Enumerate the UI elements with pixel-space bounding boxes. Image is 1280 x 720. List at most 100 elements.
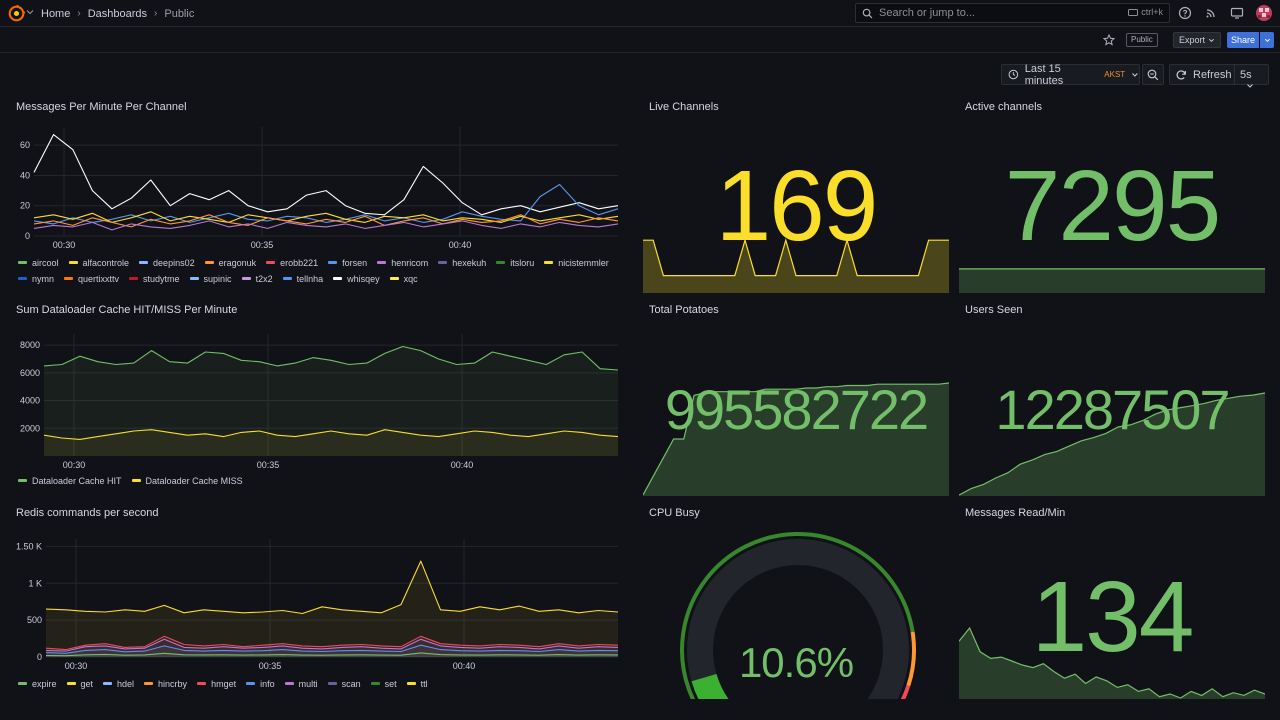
grafana-logo-icon[interactable] <box>8 5 25 22</box>
export-button[interactable]: Export <box>1173 32 1221 48</box>
refresh-label: Refresh <box>1193 68 1232 81</box>
y-tick-label: 2000 <box>20 423 40 433</box>
total-potatoes-value: 995582722 <box>664 378 929 441</box>
legend-label: hmget <box>211 678 237 689</box>
news-rss-icon[interactable] <box>1204 6 1218 20</box>
series-area <box>44 429 618 456</box>
panel-title: Active channels <box>965 101 1043 113</box>
legend-item[interactable]: nicistemmler <box>544 257 609 268</box>
y-tick-label: 0 <box>37 652 42 662</box>
sparkline-area <box>643 383 949 496</box>
panel-messages-read[interactable]: Messages Read/Min 134 <box>959 507 1265 699</box>
legend-item[interactable]: studytme <box>129 273 180 284</box>
panel-users-seen[interactable]: Users Seen 12287507 <box>959 304 1265 496</box>
legend-item[interactable]: t2x2 <box>241 273 273 284</box>
messages-timeseries-chart: 0 20 40 60 00:30 00:35 00:40 <box>20 127 619 250</box>
refresh-interval-label: 5s <box>1240 69 1252 81</box>
legend-swatch <box>103 682 113 685</box>
legend-item[interactable]: expire <box>18 678 57 689</box>
panel-total-potatoes[interactable]: Total Potatoes 995582722 <box>643 304 949 496</box>
legend-item[interactable]: whisqey <box>333 273 380 284</box>
legend-item[interactable]: hincrby <box>144 678 187 689</box>
kiosk-monitor-icon[interactable] <box>1230 6 1244 20</box>
legend-swatch <box>131 479 141 482</box>
legend-item[interactable]: supinic <box>189 273 232 284</box>
legend-swatch <box>68 261 78 264</box>
refresh-picker[interactable]: Refresh 5s <box>1169 64 1269 88</box>
time-range-picker[interactable]: Last 15 minutes AKST <box>1001 63 1140 87</box>
legend-swatch <box>266 261 276 264</box>
breadcrumb-dashboards[interactable]: Dashboards <box>87 7 148 20</box>
legend-item[interactable]: get <box>66 678 93 689</box>
legend-item[interactable]: Dataloader Cache MISS <box>131 475 243 486</box>
divider <box>1234 65 1235 84</box>
share-button[interactable]: Share <box>1227 32 1259 48</box>
star-favorite-icon[interactable] <box>1103 34 1115 46</box>
panel-title: Messages Per Minute Per Channel <box>16 101 187 113</box>
legend-item[interactable]: erobb221 <box>266 257 318 268</box>
legend-item[interactable]: hdel <box>103 678 134 689</box>
cpu-gauge <box>680 532 916 699</box>
help-icon[interactable] <box>1178 6 1192 20</box>
breadcrumb-current: Public <box>164 7 195 20</box>
legend-swatch <box>328 261 338 264</box>
chevron-down-icon[interactable] <box>26 8 34 16</box>
legend-item[interactable]: alfacontrole <box>68 257 129 268</box>
legend-label: ttl <box>420 678 428 689</box>
series-area <box>46 561 618 657</box>
legend-item[interactable]: itsloru <box>496 257 534 268</box>
y-tick-label: 1.50 K <box>16 541 42 551</box>
search-icon <box>862 8 873 18</box>
panel-live-channels[interactable]: Live Channels 169 <box>643 101 949 293</box>
public-badge: Public <box>1126 33 1158 47</box>
legend-label: multi <box>298 678 318 689</box>
legend-swatch <box>406 682 416 685</box>
zoom-out-button[interactable] <box>1142 64 1164 85</box>
legend-item[interactable]: multi <box>284 678 318 689</box>
legend-item[interactable]: aircool <box>18 257 59 268</box>
legend-label: expire <box>32 678 57 689</box>
clock-icon <box>1008 69 1019 80</box>
breadcrumb-home[interactable]: Home <box>41 7 71 20</box>
panel-cpu-busy[interactable]: CPU Busy 10.6% <box>643 507 949 699</box>
legend-item[interactable]: info <box>246 678 275 689</box>
redis-timeseries-chart: 0 500 1 K 1.50 K 00:30 00:35 00:40 <box>16 539 619 671</box>
legend-swatch <box>64 277 74 280</box>
legend-item[interactable]: eragonuk <box>204 257 256 268</box>
share-menu-button[interactable] <box>1260 32 1274 48</box>
legend-item[interactable]: xqc <box>389 273 418 284</box>
legend-item[interactable]: scan <box>327 678 361 689</box>
gauge-threshold-red <box>900 685 911 699</box>
user-avatar[interactable] <box>1256 5 1272 21</box>
dashboard-toolbar: Public Export Share <box>0 28 1280 53</box>
legend-item[interactable]: hexekuh <box>438 257 486 268</box>
refresh-interval[interactable]: 5s <box>1240 69 1268 93</box>
sparkline-line <box>959 627 1265 699</box>
legend-item[interactable]: tellnha <box>282 273 323 284</box>
live-channels-sparkline <box>643 238 949 293</box>
legend-item[interactable]: nymn <box>18 273 54 284</box>
legend-label: info <box>260 678 275 689</box>
legend-item[interactable]: forsen <box>328 257 367 268</box>
panel-dataloader-cache[interactable]: Sum Dataloader Cache HIT/MISS Per Minute… <box>16 304 628 494</box>
export-label: Export <box>1178 35 1205 45</box>
legend-item[interactable]: quertixxttv <box>64 273 119 284</box>
series-line-info <box>45 644 619 654</box>
keyboard-icon <box>1128 8 1139 16</box>
legend-item[interactable]: deepins02 <box>139 257 195 268</box>
legend-item[interactable]: Dataloader Cache HIT <box>18 475 122 486</box>
active-channels-value: 7295 <box>1004 150 1221 262</box>
panel-active-channels[interactable]: Active channels 7295 <box>959 101 1265 293</box>
panel-messages-per-minute[interactable]: Messages Per Minute Per Channel 0 20 40 60 0… <box>16 101 628 291</box>
legend-swatch <box>438 261 448 264</box>
search-input[interactable]: Search or jump to... ctrl+k <box>855 3 1170 23</box>
total-potatoes-sparkline <box>643 382 949 496</box>
legend-item[interactable]: ttl <box>406 678 428 689</box>
legend-label: aircool <box>32 257 59 268</box>
legend-swatch <box>129 277 139 280</box>
users-seen-value: 12287507 <box>995 378 1230 441</box>
legend-item[interactable]: henricom <box>377 257 428 268</box>
legend-item[interactable]: hmget <box>197 678 236 689</box>
legend-item[interactable]: set <box>370 678 397 689</box>
